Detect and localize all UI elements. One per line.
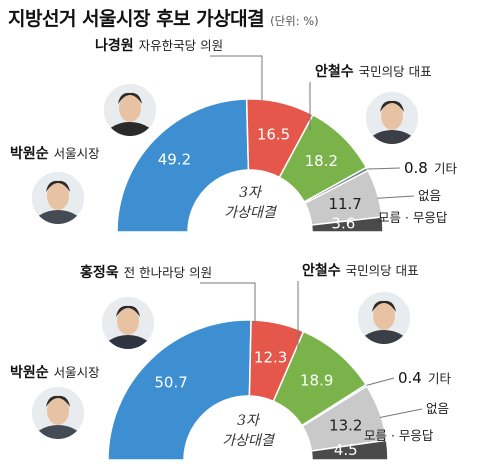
center-label-2: 가상대결 bbox=[222, 433, 276, 449]
candidate-label-rival: 나경원 자유한국당 의원 bbox=[95, 37, 223, 54]
avatar-ahn bbox=[364, 90, 420, 146]
chart-title: 지방선거 서울시장 후보 가상대결 bbox=[8, 8, 265, 30]
label-unknown: 모름 · 무응답 bbox=[378, 210, 448, 225]
label-none: 없음 bbox=[426, 401, 449, 416]
value-label-none: 11.7 bbox=[328, 195, 361, 213]
candidate-label-ahn: 안철수 국민의당 대표 bbox=[315, 63, 432, 80]
value-label-unknown: 4.5 bbox=[334, 441, 358, 459]
value-label-rival: 12.3 bbox=[254, 348, 287, 366]
avatar-rival bbox=[100, 295, 156, 351]
value-label-rival: 16.5 bbox=[257, 125, 290, 143]
value-label-park: 49.2 bbox=[158, 150, 191, 168]
leader-rival bbox=[210, 55, 263, 100]
value-label-none: 13.2 bbox=[329, 416, 362, 434]
value-label-etc: 0.8 bbox=[404, 159, 428, 177]
value-label-ahn: 18.2 bbox=[305, 152, 338, 170]
leader-none bbox=[377, 195, 415, 199]
leader-etc bbox=[367, 167, 401, 170]
center-label-1: 3자 bbox=[239, 185, 263, 201]
donut-hole bbox=[184, 396, 312, 460]
leader-etc bbox=[366, 377, 395, 386]
value-label-unknown: 3.6 bbox=[331, 214, 355, 232]
label-none: 없음 bbox=[418, 188, 441, 203]
avatar-park bbox=[30, 385, 86, 441]
label-unknown: 모름 · 무응답 bbox=[364, 428, 434, 443]
donut-hole bbox=[188, 170, 312, 232]
title-row: 지방선거 서울시장 후보 가상대결 (단위: %) bbox=[8, 4, 319, 30]
avatar-ahn bbox=[356, 290, 412, 346]
candidate-label-park: 박원순 서울시장 bbox=[10, 364, 100, 381]
label-etc: 기타 bbox=[434, 161, 458, 176]
value-label-park: 50.7 bbox=[154, 373, 187, 391]
candidate-label-park: 박원순 서울시장 bbox=[10, 145, 100, 162]
candidate-label-rival: 홍정욱 전 한나라당 의원 bbox=[80, 264, 212, 281]
center-label-1: 3자 bbox=[237, 413, 261, 429]
leader-none bbox=[379, 408, 423, 419]
value-label-etc: 0.4 bbox=[398, 369, 422, 387]
avatar-rival bbox=[102, 82, 158, 138]
candidate-label-ahn: 안철수 국민의당 대표 bbox=[302, 262, 419, 279]
unit-label: (단위: %) bbox=[270, 14, 319, 28]
avatar-park bbox=[30, 170, 86, 226]
value-label-ahn: 18.9 bbox=[300, 371, 333, 389]
center-label-2: 가상대결 bbox=[224, 205, 278, 221]
leader-rival bbox=[200, 282, 256, 323]
label-etc: 기타 bbox=[428, 371, 452, 386]
